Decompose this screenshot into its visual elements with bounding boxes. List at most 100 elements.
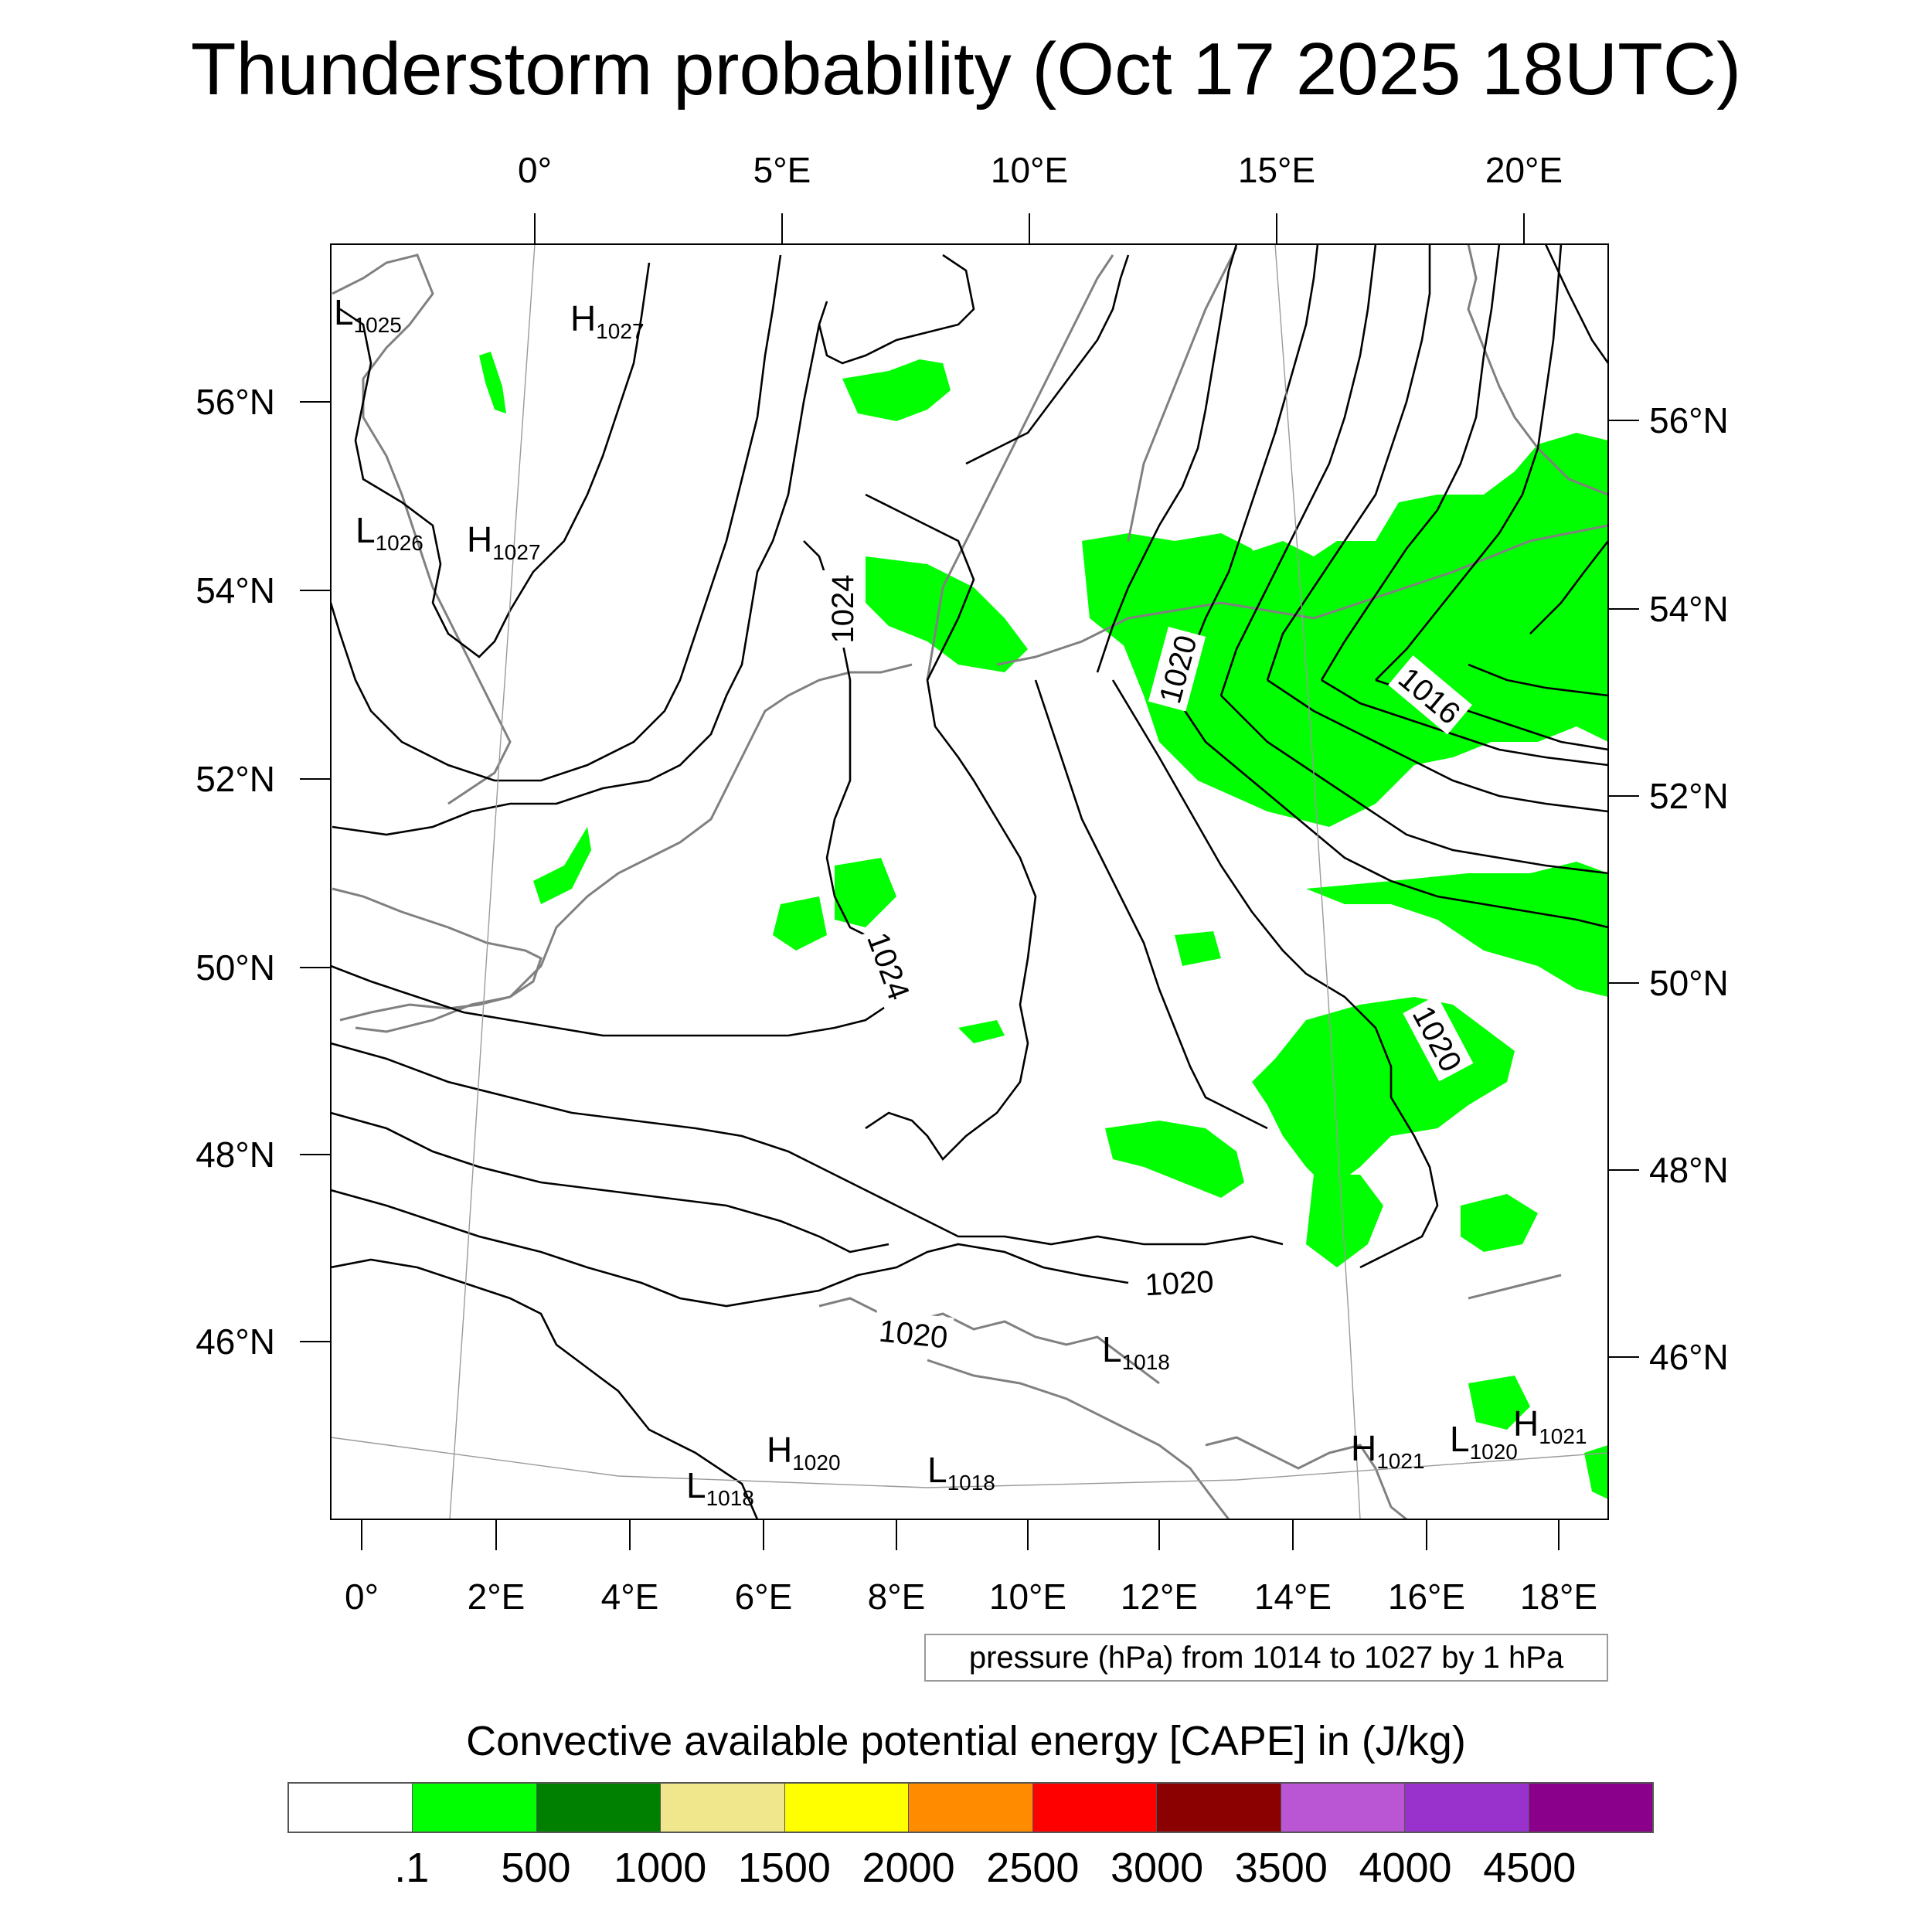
coast-britain-east bbox=[332, 253, 512, 805]
right-lat-label: 48°N bbox=[1649, 1150, 1729, 1190]
isobars bbox=[331, 244, 1608, 1519]
top-lon-label: 10°E bbox=[991, 150, 1068, 190]
colorbar-swatch bbox=[289, 1784, 413, 1832]
isobar-2 bbox=[331, 1189, 1129, 1308]
cape-area-small-1 bbox=[958, 1020, 1005, 1043]
isobar-11 bbox=[1173, 244, 1608, 929]
pressure-center: H1021 bbox=[1513, 1403, 1587, 1448]
coast-adriatic bbox=[1205, 1436, 1407, 1519]
cape-area-scotland bbox=[479, 352, 506, 413]
colorbar-label: 2000 bbox=[862, 1845, 955, 1891]
pressure-center: H1020 bbox=[767, 1430, 841, 1475]
coastlines bbox=[332, 244, 1608, 1519]
bottom-lon-label: 0° bbox=[345, 1577, 379, 1617]
isobar-12 bbox=[1219, 244, 1608, 875]
colorbar-swatch bbox=[1157, 1784, 1281, 1832]
left-lat-label: 50°N bbox=[196, 947, 275, 988]
map-frame bbox=[330, 243, 1609, 1520]
cape-area-east-band bbox=[1306, 862, 1608, 997]
bottom-lon-label: 10°E bbox=[989, 1577, 1066, 1617]
coast-italy bbox=[927, 1359, 1230, 1519]
right-lat-label: 52°N bbox=[1649, 776, 1729, 816]
cape-area-bavaria bbox=[1105, 1121, 1244, 1198]
legend-title: Convective available potential energy [C… bbox=[466, 1718, 1466, 1764]
coast-balkan-border bbox=[1468, 1274, 1562, 1300]
pressure-center: L1020 bbox=[1450, 1419, 1518, 1464]
bottom-lon-label: 18°E bbox=[1520, 1577, 1597, 1617]
colorbar-labels: .1 500 1000 1500 2000 2500 3000 3500 400… bbox=[0, 1842, 1932, 1896]
cape-area-central-europe bbox=[1082, 533, 1267, 657]
isobar-label: 1020 bbox=[1144, 1265, 1214, 1303]
chart-title: Thunderstorm probability (Oct 17 2025 18… bbox=[190, 28, 1742, 111]
map-content bbox=[331, 244, 1608, 1519]
colorbar-label: 2500 bbox=[986, 1845, 1080, 1891]
coast-sweden bbox=[1127, 247, 1238, 542]
colorbar-label: 3500 bbox=[1234, 1845, 1328, 1891]
left-lat-label: 52°N bbox=[196, 759, 275, 799]
isobar-16 bbox=[1468, 244, 1608, 697]
colorbar-swatch bbox=[1529, 1784, 1652, 1832]
colorbar-label: 1000 bbox=[614, 1845, 707, 1891]
bottom-lon-label: 14°E bbox=[1254, 1577, 1332, 1617]
coast-alps-lakes bbox=[818, 1297, 1160, 1385]
isobar-6 bbox=[332, 301, 828, 836]
colorbar-swatch bbox=[784, 1784, 910, 1832]
bottom-lon-label: 4°E bbox=[601, 1577, 659, 1617]
parallel-45n bbox=[331, 1437, 1608, 1488]
isobar-9 bbox=[1096, 244, 1238, 673]
colorbar-label: 3000 bbox=[1111, 1845, 1204, 1891]
cape-area-channel bbox=[533, 827, 591, 904]
left-lat-label: 56°N bbox=[196, 382, 275, 422]
left-lat-label: 46°N bbox=[196, 1321, 275, 1362]
colorbar-swatch bbox=[1281, 1784, 1406, 1832]
pressure-note: pressure (hPa) from 1014 to 1027 by 1 hP… bbox=[924, 1634, 1608, 1682]
pressure-center: L1026 bbox=[355, 510, 423, 555]
top-lon-label: 0° bbox=[518, 150, 552, 190]
meridian-15e bbox=[1274, 244, 1361, 1519]
cape-area-austria bbox=[1306, 1175, 1383, 1267]
pressure-center: L1018 bbox=[1102, 1329, 1170, 1374]
colorbar-label: 1500 bbox=[737, 1845, 831, 1891]
cape-area-north-germany bbox=[866, 556, 1028, 672]
colorbar-swatch bbox=[536, 1784, 662, 1832]
top-lon-label: 20°E bbox=[1485, 150, 1563, 190]
cape-area-southeast bbox=[1468, 1376, 1608, 1499]
bottom-lon-label: 2°E bbox=[468, 1577, 526, 1617]
right-lat-label: 46°N bbox=[1649, 1337, 1729, 1377]
graticule bbox=[331, 244, 1608, 1519]
bottom-lon-label: 12°E bbox=[1121, 1577, 1198, 1617]
pressure-center: L1018 bbox=[686, 1465, 754, 1510]
colorbar-swatch bbox=[909, 1784, 1033, 1832]
bottom-lon-label: 16°E bbox=[1388, 1577, 1465, 1617]
cape-areas bbox=[479, 244, 1608, 1499]
top-lon-label: 15°E bbox=[1238, 150, 1315, 190]
isobar-3 bbox=[331, 1111, 889, 1253]
isobar-4 bbox=[331, 1042, 1284, 1246]
cape-area-small-2 bbox=[1175, 931, 1221, 966]
colorbar-swatch bbox=[661, 1784, 785, 1832]
colorbar bbox=[287, 1782, 1654, 1833]
coast-denmark bbox=[926, 254, 1114, 681]
pressure-center: H1027 bbox=[570, 298, 645, 343]
right-lat-label: 54°N bbox=[1649, 589, 1729, 629]
pressure-center: H1021 bbox=[1351, 1428, 1425, 1473]
top-lon-label: 5°E bbox=[753, 150, 811, 190]
isobar-7 bbox=[865, 493, 1037, 1162]
right-lat-label: 56°N bbox=[1649, 400, 1729, 440]
colorbar-label: 500 bbox=[501, 1845, 571, 1891]
colorbar-swatch bbox=[413, 1784, 537, 1832]
colorbar-label: .1 bbox=[394, 1845, 430, 1891]
pressure-center: L1018 bbox=[927, 1450, 995, 1495]
cape-area-low-countries bbox=[773, 858, 896, 951]
tick-marks bbox=[300, 213, 1639, 1550]
isobar-label: 1020 bbox=[877, 1314, 949, 1355]
isobar-13 bbox=[1266, 244, 1608, 813]
left-lat-label: 54°N bbox=[196, 570, 275, 611]
colorbar-swatch bbox=[1032, 1784, 1158, 1832]
cape-area-east-main bbox=[1090, 244, 1608, 827]
isobar-14 bbox=[1320, 244, 1608, 767]
colorbar-label: 4000 bbox=[1359, 1845, 1452, 1891]
bottom-lon-label: 6°E bbox=[735, 1577, 793, 1617]
